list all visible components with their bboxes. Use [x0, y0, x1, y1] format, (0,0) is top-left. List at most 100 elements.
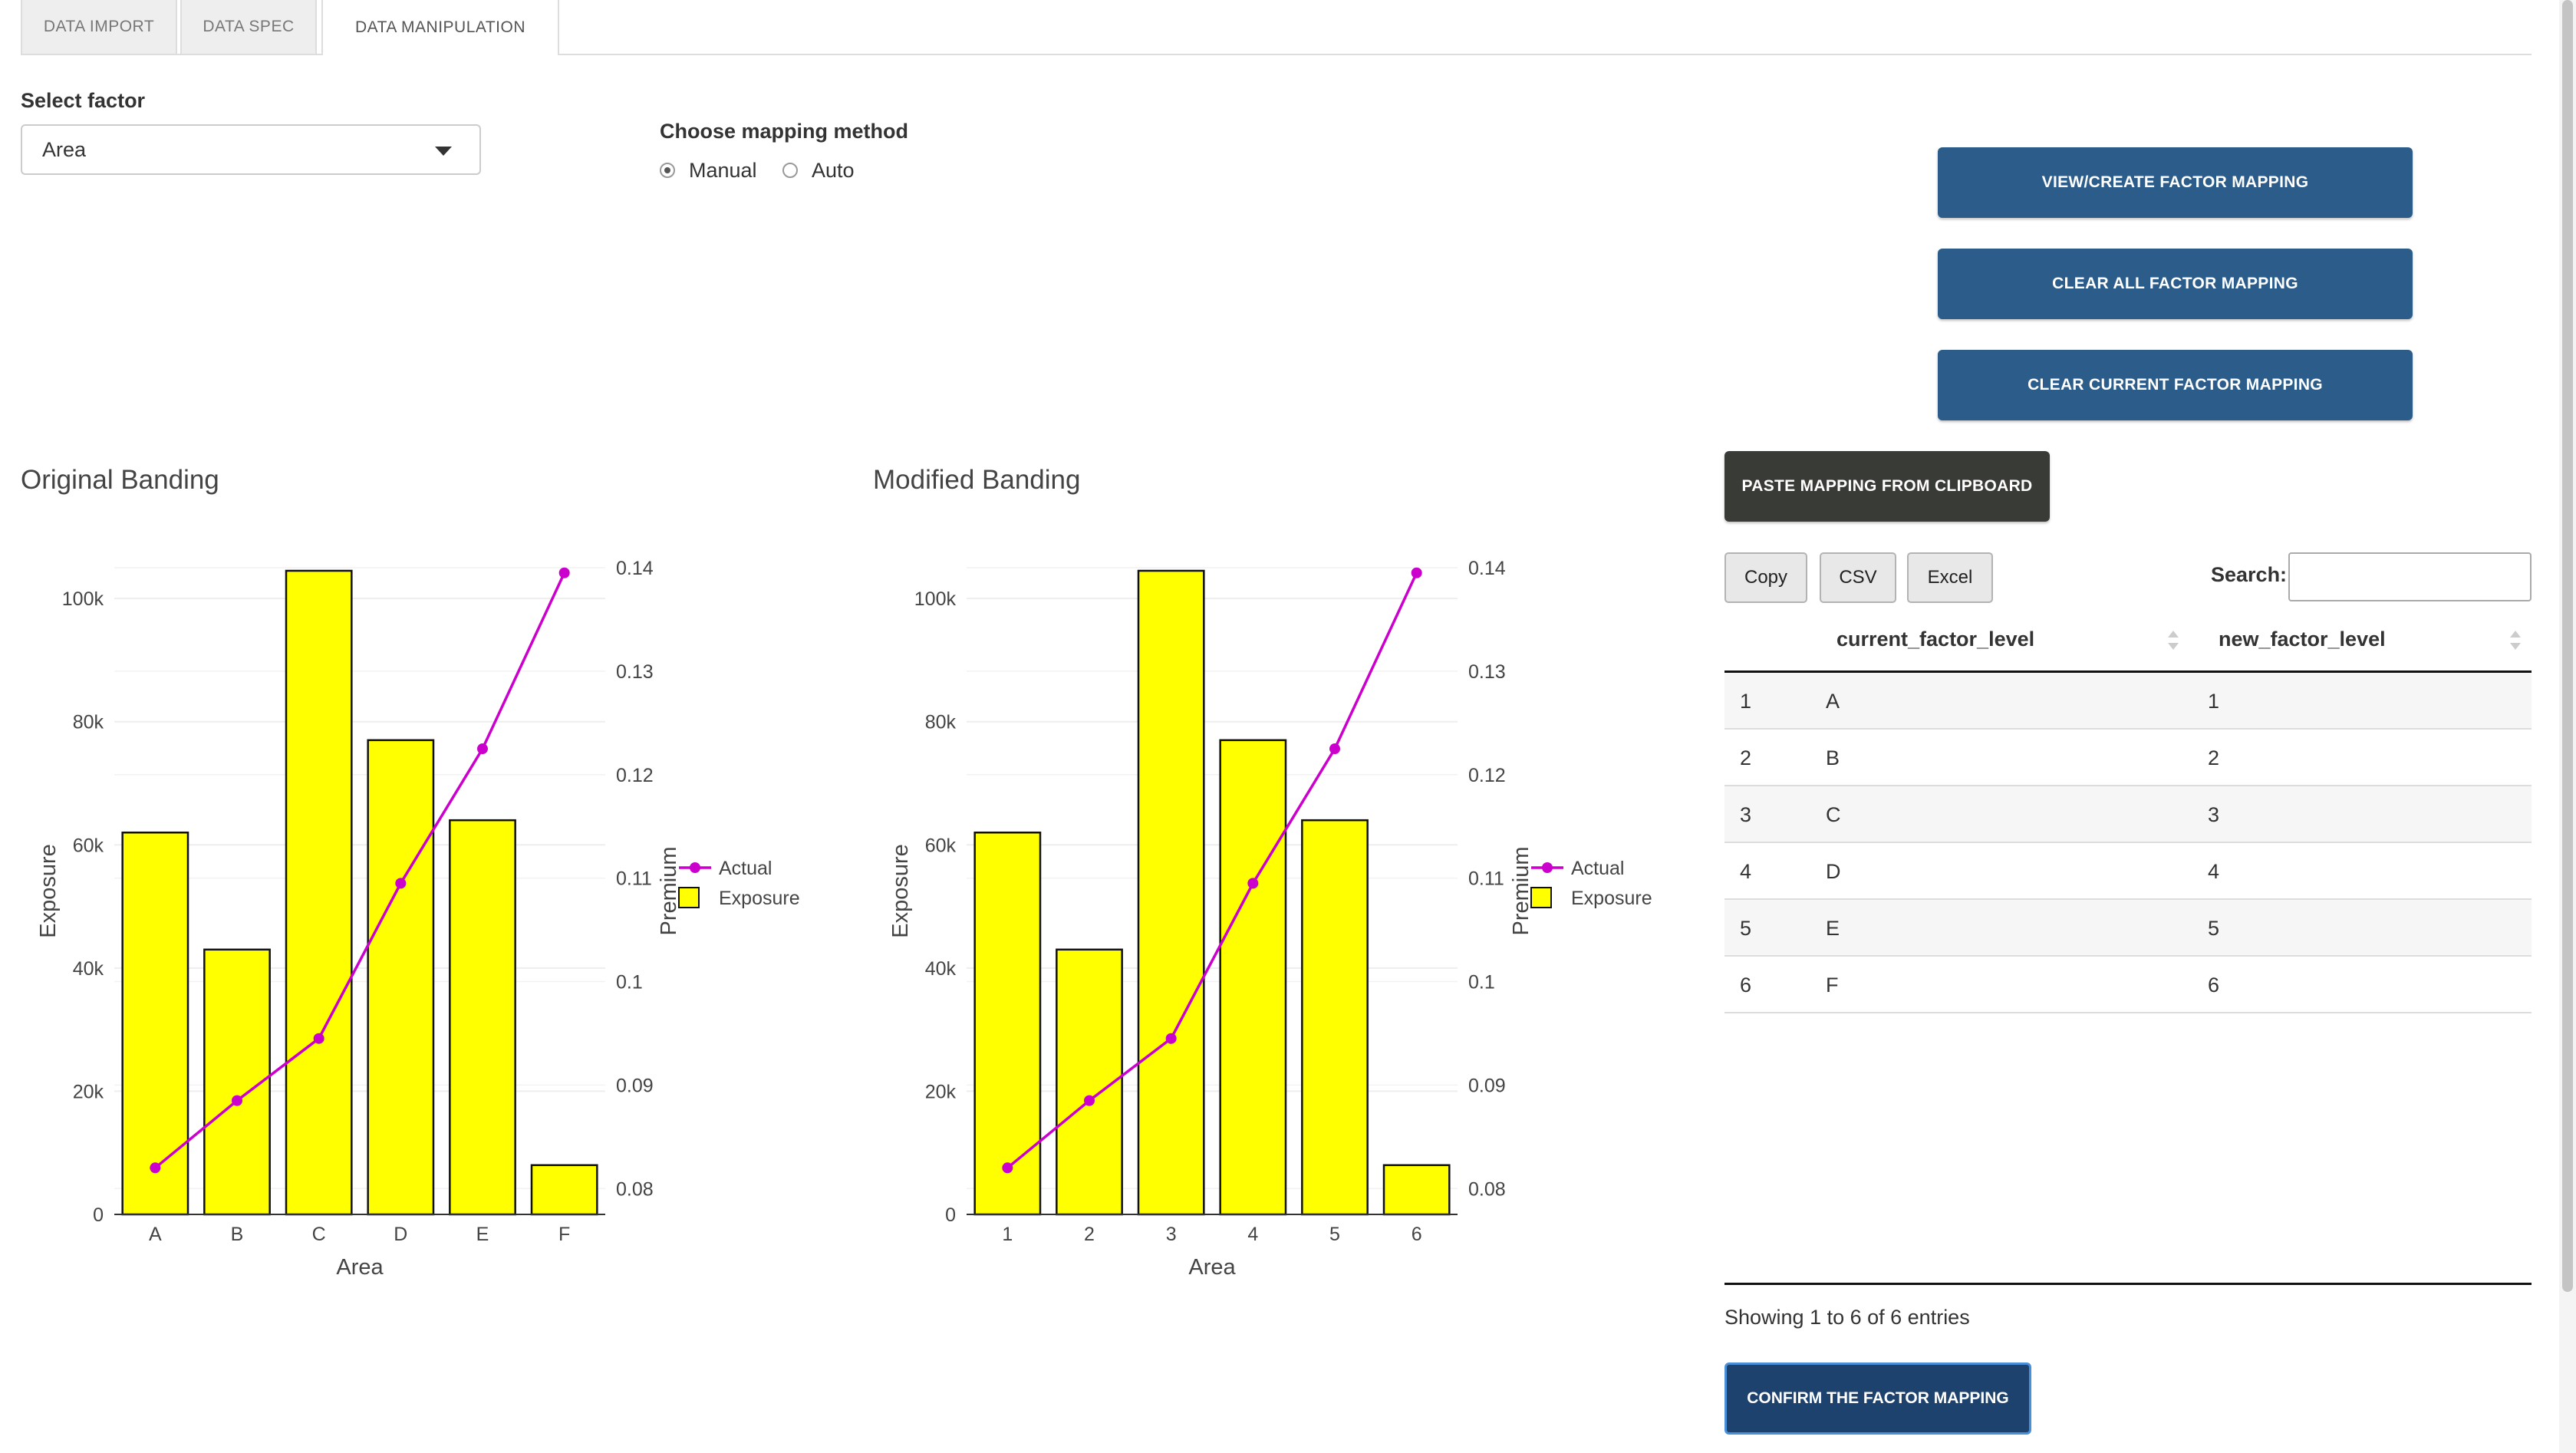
cell-new-level[interactable]: 2 — [2208, 746, 2220, 769]
copy-button[interactable]: Copy — [1724, 552, 1807, 603]
search-label: Search: — [2211, 563, 2288, 586]
y2-tick-label: 0.14 — [1468, 558, 1506, 579]
sort-icon[interactable] — [2510, 631, 2521, 654]
table-row[interactable]: 6 F 6 — [1724, 957, 2532, 1013]
y-axis-title: Exposure — [888, 844, 913, 938]
legend-label-exposure: Exposure — [719, 888, 800, 909]
select-factor-label: Select factor — [21, 89, 146, 112]
tab-data-import[interactable]: DATA IMPORT — [21, 0, 177, 54]
tab-bar: DATA IMPORT DATA SPEC DATA MANIPULATION — [21, 0, 2532, 55]
factor-mapping-table: current_factor_level new_factor_level 1 … — [1724, 611, 2532, 1013]
series-line-actual — [154, 572, 566, 1169]
bar — [1056, 948, 1123, 1216]
x-tick-label: 6 — [1412, 1224, 1422, 1245]
y-tick-label: 20k — [73, 1081, 104, 1102]
radio-auto-circle[interactable] — [782, 163, 798, 178]
cell-current-level: E — [1826, 917, 1840, 940]
series-line-actual — [1006, 572, 1418, 1169]
x-tick-label: B — [231, 1224, 244, 1245]
cell-new-level[interactable]: 6 — [2208, 974, 2220, 997]
tab-data-manipulation[interactable]: DATA MANIPULATION — [321, 0, 559, 55]
y2-tick-label: 0.14 — [616, 558, 654, 579]
cell-current-level: B — [1826, 746, 1840, 769]
line-point — [1084, 1095, 1095, 1106]
legend-label-actual: Actual — [719, 858, 772, 879]
table-row[interactable]: 5 E 5 — [1724, 900, 2532, 957]
y2-tick-label: 0.08 — [616, 1178, 654, 1200]
legend-bar-icon — [1530, 887, 1552, 908]
cell-new-level[interactable]: 4 — [2208, 860, 2220, 883]
cell-current-level: A — [1826, 690, 1840, 713]
bar — [285, 569, 353, 1216]
cell-new-level[interactable]: 5 — [2208, 917, 2220, 940]
column-new-factor-level[interactable]: new_factor_level — [2219, 628, 2386, 651]
sort-icon[interactable] — [2168, 631, 2179, 654]
tab-data-spec[interactable]: DATA SPEC — [180, 0, 317, 54]
x-tick-label: C — [312, 1224, 326, 1245]
y2-tick-label: 0.11 — [1468, 868, 1504, 890]
row-index: 3 — [1740, 803, 1752, 826]
table-row[interactable]: 4 D 4 — [1724, 843, 2532, 900]
radio-manual-circle[interactable] — [660, 163, 675, 178]
line-point — [395, 878, 407, 889]
page-scrollbar[interactable] — [2559, 0, 2576, 1453]
radio-manual-label: Manual — [689, 158, 757, 182]
x-axis-title: Area — [1188, 1255, 1236, 1280]
row-index: 5 — [1740, 917, 1752, 940]
cell-new-level[interactable]: 3 — [2208, 803, 2220, 826]
paste-mapping-button[interactable]: PASTE MAPPING FROM CLIPBOARD — [1724, 451, 2050, 522]
row-index: 2 — [1740, 746, 1752, 769]
y2-tick-label: 0.1 — [1468, 972, 1495, 993]
original-banding-title: Original Banding — [21, 465, 219, 495]
radio-manual[interactable]: Manual — [660, 157, 757, 184]
factor-select[interactable]: Area — [21, 124, 481, 175]
row-index: 6 — [1740, 974, 1752, 997]
bar — [1301, 819, 1369, 1216]
y2-tick-label: 0.09 — [1468, 1075, 1506, 1096]
y2-tick-label: 0.08 — [1468, 1178, 1506, 1200]
scrollbar-thumb[interactable] — [2562, 0, 2573, 1292]
line-point — [232, 1095, 242, 1106]
table-footer-line — [1724, 1283, 2532, 1285]
original-banding-chart: 0 20k 40k 60k 80k 100k 0.08 0.09 0.1 0.11 0.12 0.13… — [36, 558, 800, 1280]
row-index: 1 — [1740, 690, 1752, 713]
legend-label-actual: Actual — [1571, 858, 1624, 879]
radio-auto-label: Auto — [812, 158, 855, 182]
y-tick-label: 0 — [945, 1204, 956, 1226]
confirm-mapping-button[interactable]: CONFIRM THE FACTOR MAPPING — [1724, 1362, 2031, 1435]
radio-auto[interactable]: Auto — [782, 157, 855, 184]
y-axis-title: Exposure — [36, 844, 61, 938]
table-row[interactable]: 2 B 2 — [1724, 730, 2532, 786]
x-tick-label: A — [149, 1224, 162, 1245]
y-tick-label: 40k — [925, 958, 957, 980]
csv-button[interactable]: CSV — [1820, 552, 1896, 603]
cell-current-level: D — [1826, 860, 1841, 883]
table-row[interactable]: 1 A 1 — [1724, 673, 2532, 730]
y-tick-label: 40k — [73, 958, 104, 980]
line-point — [150, 1162, 161, 1174]
line-point — [1411, 567, 1422, 578]
view-create-mapping-button[interactable]: VIEW/CREATE FACTOR MAPPING — [1938, 147, 2413, 218]
cell-current-level: C — [1826, 803, 1841, 826]
y-tick-label: 60k — [925, 835, 957, 856]
y2-axis-title: Premium — [657, 846, 681, 935]
bar — [449, 819, 516, 1216]
clear-current-mapping-button[interactable]: CLEAR CURRENT FACTOR MAPPING — [1938, 350, 2413, 420]
legend-label-exposure: Exposure — [1571, 888, 1652, 909]
table-row[interactable]: 3 C 3 — [1724, 786, 2532, 843]
cell-new-level[interactable]: 1 — [2208, 690, 2220, 713]
y2-tick-label: 0.12 — [616, 765, 654, 786]
x-tick-label: 2 — [1084, 1224, 1095, 1245]
column-current-factor-level[interactable]: current_factor_level — [1836, 628, 2035, 651]
bar — [121, 831, 189, 1216]
excel-button[interactable]: Excel — [1907, 552, 1993, 603]
clear-all-mapping-button[interactable]: CLEAR ALL FACTOR MAPPING — [1938, 249, 2413, 319]
table-info: Showing 1 to 6 of 6 entries — [1724, 1306, 1970, 1329]
factor-select-value: Area — [42, 137, 87, 161]
y-tick-label: 0 — [93, 1204, 104, 1226]
row-index: 4 — [1740, 860, 1752, 883]
legend-point-icon — [690, 862, 700, 873]
y-tick-label: 80k — [73, 712, 104, 733]
y2-tick-label: 0.12 — [1468, 765, 1506, 786]
search-input[interactable] — [2288, 552, 2532, 601]
